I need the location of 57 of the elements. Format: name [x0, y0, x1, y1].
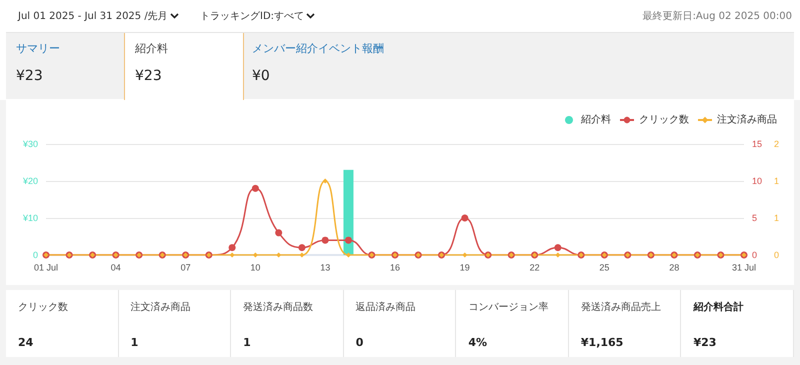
y2-tick-label: 10 [752, 176, 762, 186]
x-tick-label: 19 [460, 262, 470, 272]
legend-label: 注文済み商品 [717, 114, 777, 126]
text: 返品済み商品 [356, 300, 417, 314]
text: ¥0 [252, 68, 271, 84]
text: 発送済み商品売上 [580, 300, 662, 314]
legend-label: クリック数 [639, 114, 689, 126]
text: 発送済み商品数 [243, 300, 314, 314]
text: 4% [468, 336, 488, 349]
text: ¥23 [135, 68, 163, 84]
x-tick-label: 22 [530, 262, 540, 272]
text: コンバージョン率 [468, 300, 550, 314]
x-tick-label: 31 Jul [732, 262, 756, 272]
y3-tick-label: 2 [774, 139, 780, 149]
text: Jul 01 2025 - Jul 31 2025 /先月 [18, 10, 168, 23]
y3-tick-label: 0 [774, 250, 780, 260]
legend-label: 紹介料 [580, 114, 611, 126]
text: 1 [243, 336, 252, 349]
x-tick-label: 07 [180, 262, 191, 272]
text: ¥23 [693, 336, 718, 349]
text: ¥1,165 [580, 336, 624, 349]
y-tick-label: ¥20 [22, 176, 38, 186]
x-tick-label: 01 Jul [34, 262, 58, 272]
point [252, 184, 259, 192]
y3-tick-label: 1 [774, 213, 780, 223]
y2-tick-label: 15 [752, 139, 762, 149]
point [228, 244, 236, 252]
text: 24 [18, 336, 34, 349]
text: メンバー紹介イベント報酬 [252, 41, 385, 56]
text: 紹介料 [135, 41, 169, 56]
text: サマリー [16, 41, 61, 56]
y-tick-label: ¥30 [22, 139, 38, 149]
x-tick-label: 16 [390, 262, 400, 272]
point [322, 236, 329, 244]
x-tick-label: 04 [110, 262, 121, 272]
x-tick-label: 13 [320, 262, 330, 272]
x-tick-label: 28 [669, 262, 680, 272]
x-tick-label: 10 [250, 262, 260, 272]
text: 注文済み商品 [130, 300, 192, 314]
point [298, 244, 306, 252]
y-tick-label: ¥10 [22, 213, 38, 223]
text: ¥23 [16, 68, 44, 84]
text: 紹介料合計 [693, 300, 744, 314]
text: 1 [130, 336, 140, 349]
y2-tick-label: 0 [752, 250, 758, 260]
text: トラッキングID:すべて [200, 10, 304, 23]
x-tick-label: 25 [599, 262, 610, 272]
point [344, 236, 352, 244]
point [554, 244, 562, 252]
y-tick-label: 0 [32, 250, 38, 260]
text: 最終更新日:Aug 02 2025 00:00 [642, 10, 792, 23]
y2-tick-label: 5 [752, 213, 758, 223]
point [275, 229, 282, 236]
text: 0 [356, 336, 364, 349]
y3-tick-label: 1 [774, 176, 780, 186]
point [461, 214, 468, 222]
text: クリック数 [18, 301, 69, 314]
